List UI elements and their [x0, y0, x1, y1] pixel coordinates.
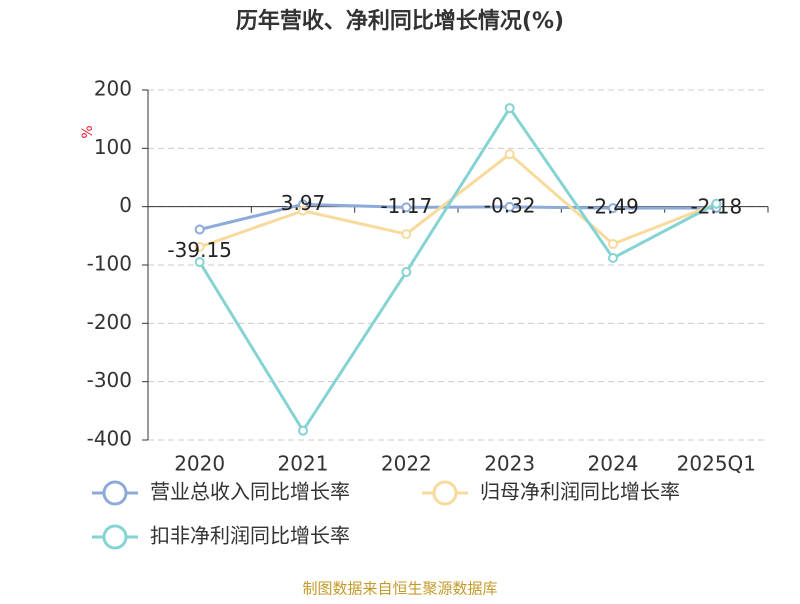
series-line	[199, 152, 717, 249]
data-point	[608, 203, 618, 214]
data-point	[401, 229, 412, 240]
y-tick-label: -200	[87, 310, 132, 334]
data-point	[711, 198, 722, 209]
data-point	[194, 257, 205, 268]
y-tick-label: 100	[94, 135, 132, 159]
y-tick-label: 0	[119, 193, 132, 217]
data-point	[194, 241, 205, 252]
data-point	[504, 201, 515, 212]
data-point	[298, 425, 308, 436]
x-tick-label: 2024	[588, 452, 639, 476]
data-point	[401, 267, 412, 277]
legend-marker	[102, 524, 128, 550]
data-label: 3.97	[281, 191, 326, 215]
data-label: -2.49	[587, 195, 639, 219]
x-tick-label: 2023	[484, 452, 535, 476]
x-tick-label: 2025Q1	[677, 452, 756, 476]
data-point	[194, 224, 205, 235]
data-label: -39.15	[167, 238, 231, 262]
data-point	[504, 103, 515, 114]
data-label: -2.18	[690, 194, 742, 218]
legend-label: 归母净利润同比增长率	[480, 480, 680, 504]
data-point	[298, 205, 308, 216]
legend-label: 营业总收入同比增长率	[150, 480, 350, 504]
legend-label: 扣非净利润同比增长率	[150, 524, 350, 548]
data-point	[608, 253, 618, 263]
legend-marker	[432, 480, 458, 506]
y-tick-label: 200	[94, 77, 132, 101]
data-point	[401, 202, 412, 213]
data-label: -0.32	[484, 193, 536, 217]
x-tick-label: 2021	[278, 452, 329, 476]
source-note: 制图数据来自恒生聚源数据库	[302, 580, 497, 598]
legend-marker	[102, 480, 128, 506]
data-point	[504, 149, 515, 160]
x-tick-label: 2022	[381, 452, 432, 476]
series-line	[199, 202, 717, 231]
x-tick-label: 2020	[174, 452, 225, 476]
series-line	[198, 105, 718, 434]
data-label: -1.17	[380, 194, 432, 218]
y-tick-label: -300	[87, 368, 132, 392]
data-point	[608, 239, 618, 249]
y-tick-label: -400	[87, 427, 132, 451]
y-axis-label: %	[80, 125, 96, 138]
chart-title: 历年营收、净利同比增长情况(%)	[236, 8, 564, 34]
y-tick-label: -100	[87, 252, 132, 276]
